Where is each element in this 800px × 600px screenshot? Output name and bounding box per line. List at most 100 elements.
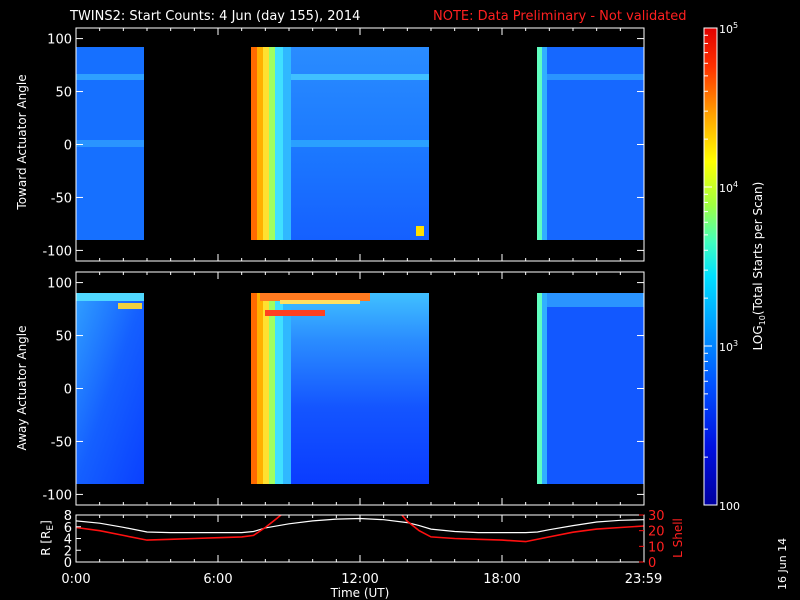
colorbar-label-sub: 10 [758,315,767,325]
colorbar-tick-exp: 4 [733,180,738,189]
toward-ylabel: Toward Actuator Angle [15,74,29,210]
toward-hotspot [416,226,424,236]
orbit-ylabel-sub: E [46,525,56,531]
away-yticks: 100 50 0 -50 -100 [42,277,644,503]
ytick-label: -100 [42,488,72,503]
xtick-label: 0:00 [61,572,90,587]
colorbar-tick-base: 10 [719,341,733,354]
xtick-label: 6:00 [203,572,232,587]
toward-spike-5 [275,47,283,240]
panel-toward: 100 50 0 -50 -100 Toward Actuator Angle [15,27,645,262]
orbit-y2tick-label: 0 [648,556,656,571]
colorbar-label: LOG10(Total Starts per Scan) [751,182,767,351]
xtick-label: 18:00 [483,572,520,587]
ytick-label: 50 [55,86,72,101]
away-spike-3 [263,293,269,484]
orbit-ylabel-end: ] [39,520,53,525]
away-edge-late [537,293,542,484]
toward-edge-late [537,47,542,240]
away-spike-2 [257,293,263,484]
lshell-line [76,515,644,543]
ytick-label: 0 [64,383,72,398]
colorbar-tick-label: 105 [719,21,738,36]
away-spike-1 [251,293,257,484]
toward-spike-1 [251,47,257,240]
away-ylabel: Away Actuator Angle [15,325,29,450]
orbit-ytick-label: 4 [64,533,72,548]
colorbar-tick-label: 104 [719,180,738,195]
orbit-y2label: L Shell [671,518,685,558]
toward-xticks [75,28,645,261]
away-hotspot-early [118,303,142,309]
colorbar-tick-base: 10 [719,182,733,195]
toward-equator-early [76,140,144,147]
toward-band-early [76,74,144,80]
ytick-label: 0 [64,139,72,154]
panel-away: 100 50 0 -50 -100 Away Actuator Angle [15,271,645,506]
toward-heatmap [76,47,644,240]
orbit-ytick-label: 2 [64,544,72,559]
orbit-ytick-label: 6 [64,521,72,536]
toward-spike-4 [269,47,275,240]
colorbar-label-rest: (Total Starts per Scan) [751,182,765,316]
away-heatmap [76,293,644,484]
away-spike-6 [283,293,291,484]
away-xticks [75,272,645,505]
colorbar-tick-label: 100 [719,500,740,513]
colorbar-gradient [704,28,717,505]
ytick-label: -100 [42,244,72,259]
orbit-y2tick-label: 30 [648,509,665,524]
away-band-hot-1 [260,293,370,301]
r-line [76,517,644,534]
orbit-xlabel: Time (UT) [330,586,390,600]
away-block-late [537,293,644,484]
away-band-hot-3 [265,310,325,316]
orbit-xticks: 0:00 6:00 12:00 18:00 23:59 [61,515,662,587]
toward-yticks: 100 50 0 -50 -100 [42,33,644,259]
toward-equator-mid [291,140,429,147]
orbit-ylabel: R [RE] [39,520,56,556]
xtick-label: 23:59 [625,572,662,587]
away-band-hot-2 [280,300,360,304]
orbit-ylabel-main: R [R [39,531,53,556]
colorbar-tick-base: 10 [719,23,733,36]
away-spike-4 [269,293,275,484]
toward-spike-3 [263,47,269,240]
toward-spike-6 [283,47,291,240]
orbit-y2tick-label: 10 [648,540,665,555]
away-top-early [76,293,144,301]
ytick-label: -50 [51,191,72,206]
away-top-late [547,293,644,307]
colorbar-tick-label: 103 [719,339,738,354]
colorbar-tick-exp: 5 [733,21,738,30]
toward-spike-2 [257,47,263,240]
side-date: 16 Jun 14 [776,538,789,590]
orbit-ytick-label: 8 [64,509,72,524]
away-block-early [76,293,144,484]
colorbar-tick-base: 100 [719,500,740,513]
figure-title: TWINS2: Start Counts: 4 Jun (day 155), 2… [69,9,360,24]
toward-band-late [547,74,644,80]
away-spike-5 [275,293,283,484]
orbit-lines [76,515,644,543]
away-edge-late-2 [542,293,547,484]
colorbar-tick-exp: 3 [733,339,738,348]
orbit-ytick-label: 0 [64,556,72,571]
ytick-label: 50 [55,330,72,345]
toward-band-mid [291,74,429,80]
preliminary-note: NOTE: Data Preliminary - Not validated [433,9,687,24]
ytick-label: 100 [47,33,72,48]
toward-edge-late-2 [542,47,547,240]
colorbar-label-main: LOG [751,325,765,350]
orbit-y2tick-label: 20 [648,525,665,540]
panel-orbit-background [76,515,644,562]
ytick-label: 100 [47,277,72,292]
xtick-label: 12:00 [341,572,378,587]
ytick-label: -50 [51,435,72,450]
